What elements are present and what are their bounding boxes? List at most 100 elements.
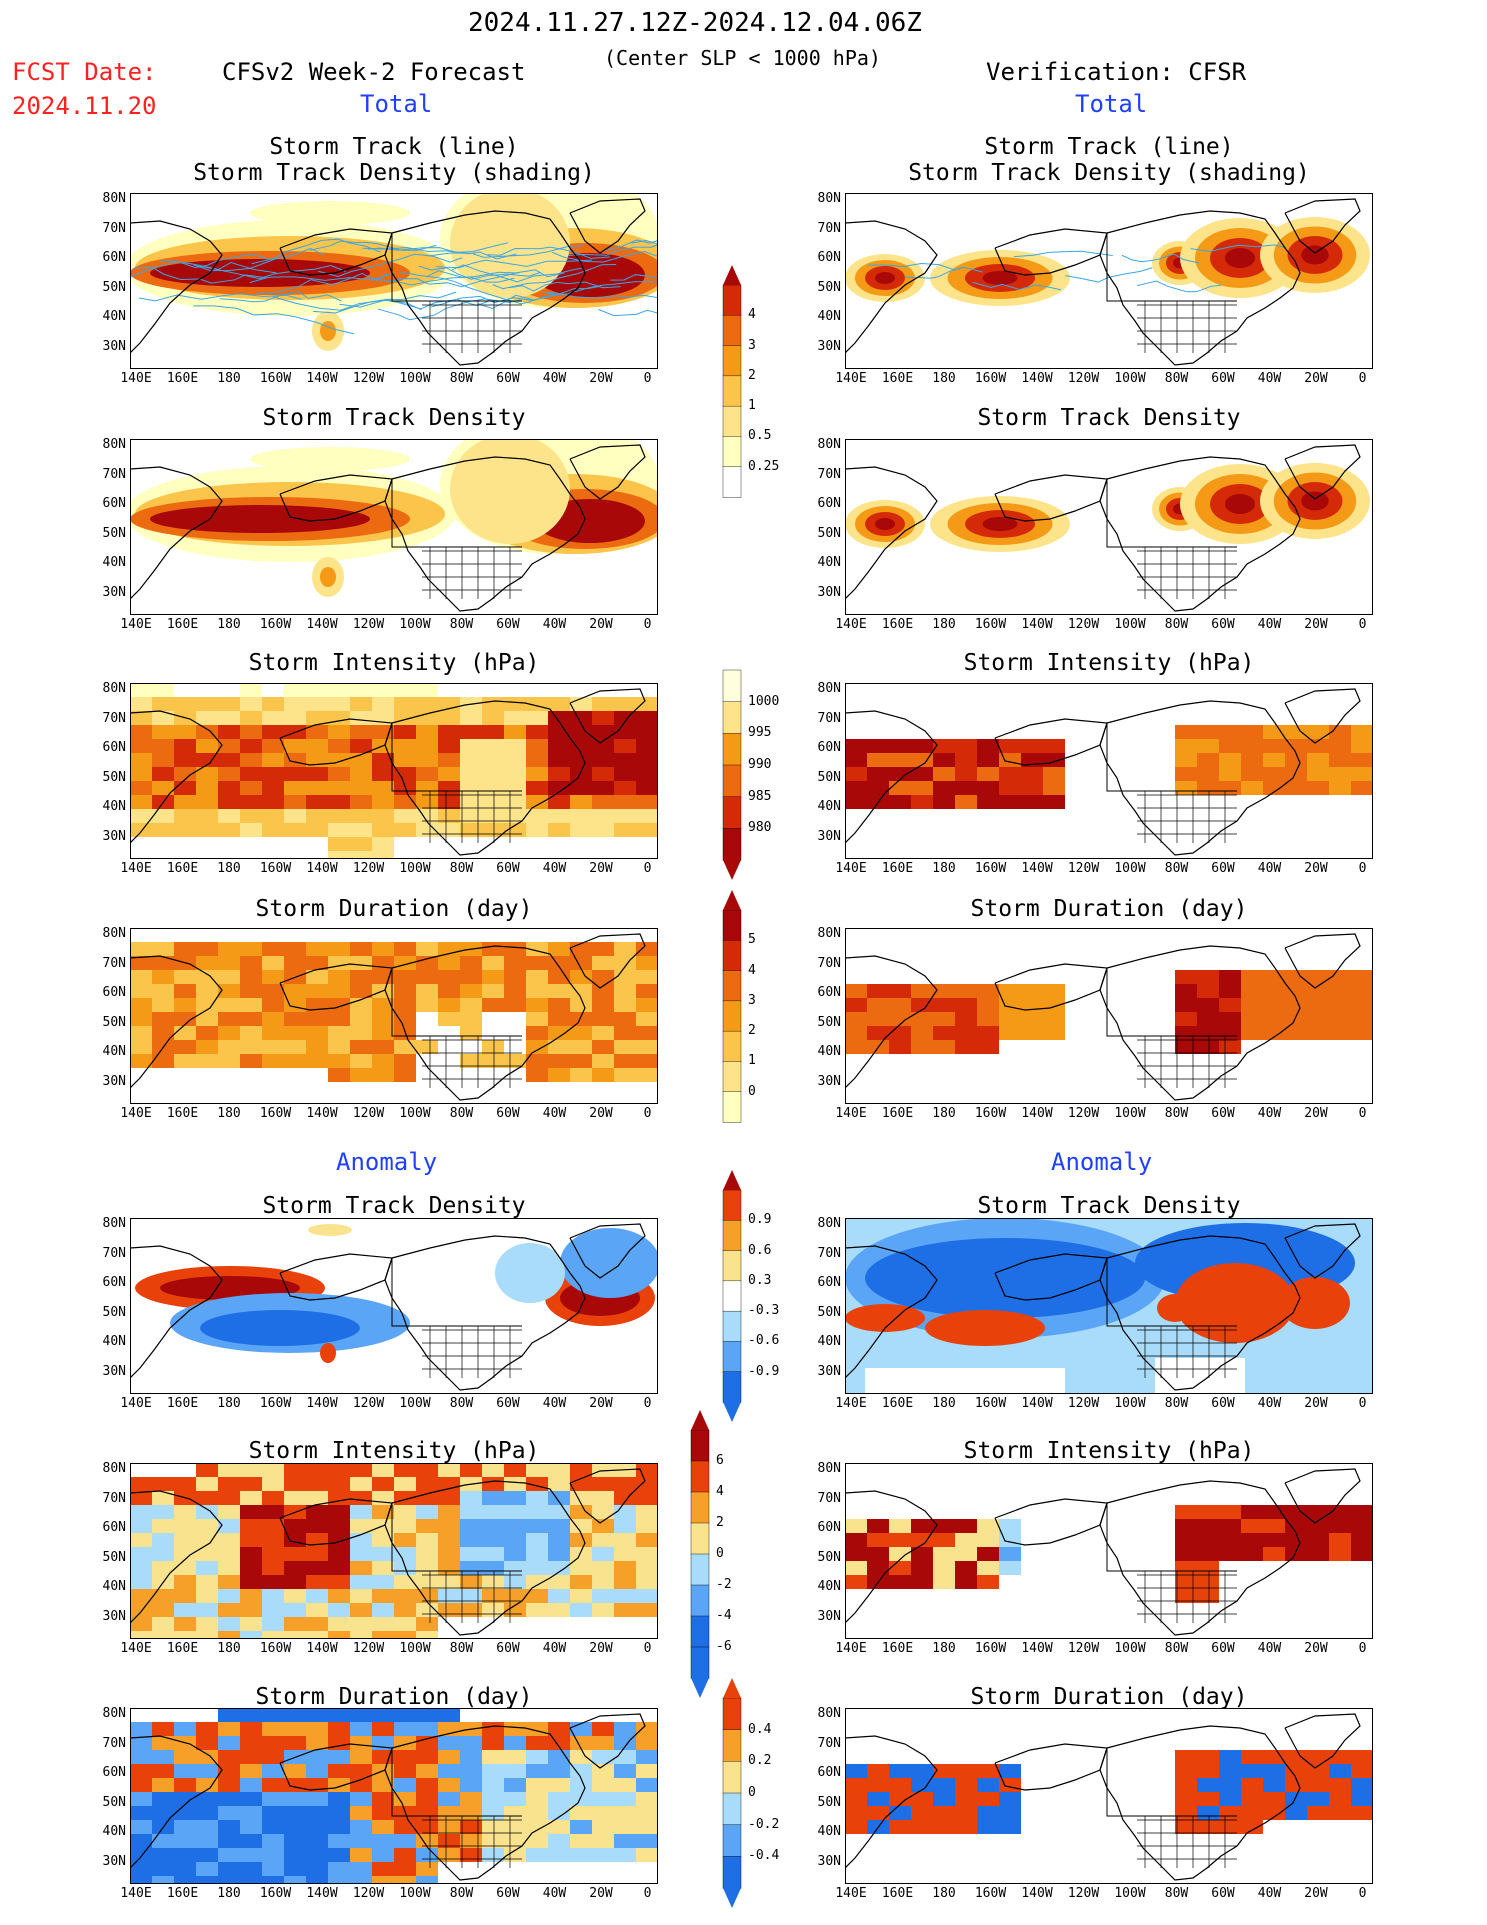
lat-tick-label: 50N (102, 769, 126, 785)
lon-tick-label: 20W (589, 1396, 613, 1411)
lat-tick-label: 40N (817, 1044, 841, 1059)
map-ver-duration (845, 928, 1373, 1104)
lon-tick-label: 120W (1067, 1886, 1100, 1901)
lon-tick-label: 100W (1114, 1886, 1146, 1901)
colorbar-duration-total-tick: 2 (748, 1023, 756, 1039)
lon-tick-label: 140E (120, 1396, 152, 1411)
lat-tick-label: 80N (102, 1461, 126, 1476)
colorbar-duration-total-tick: 3 (748, 992, 756, 1008)
lon-tick-label: 160E (881, 371, 914, 386)
lat-tick-label: 50N (817, 769, 841, 785)
colorbar-intensity-total-tick: 1000 (748, 693, 780, 709)
lon-tick-label: 0 (643, 1396, 652, 1411)
lon-tick-label: 100W (1114, 861, 1146, 876)
total-label-right: Total (1075, 90, 1148, 118)
lon-tick-label: 100W (399, 371, 431, 386)
map-ver-storm-track (845, 193, 1373, 369)
lon-tick-label: 40W (542, 617, 567, 632)
lon-tick-label: 0 (1358, 617, 1367, 632)
lat-tick-label: 70N (102, 1490, 126, 1506)
lon-tick-label: 0 (1358, 371, 1367, 386)
lon-tick-label: 20W (1304, 1396, 1328, 1411)
lon-tick-label: 0 (1358, 861, 1367, 876)
lon-tick-label: 180 (217, 1396, 241, 1411)
lon-tick-label: 80W (449, 1886, 474, 1901)
map-fcst-duration-anom-svg (130, 1708, 658, 1884)
lat-tick-label: 50N (102, 1304, 126, 1320)
lon-tick-label: 160W (974, 371, 1007, 386)
lat-tick-label: 50N (817, 1014, 841, 1030)
lat-tick-label: 30N (102, 828, 126, 844)
colorbar-density-total-tick: 0.5 (748, 428, 772, 444)
panel-title-intensity-right: Storm Intensity (hPa) (963, 650, 1255, 676)
lat-tick-label: 40N (817, 555, 841, 570)
lon-tick-label: 40W (542, 371, 567, 386)
lat-tick-label: 30N (817, 1363, 841, 1379)
lon-tick-label: 160E (166, 1396, 199, 1411)
lon-tick-label: 80W (1164, 617, 1189, 632)
colorbar-intensity-total-tick: 980 (748, 820, 772, 836)
panel-title-duration-right: Storm Duration (day) (970, 896, 1248, 922)
lon-tick-label: 0 (643, 861, 652, 876)
lon-tick-label: 180 (217, 1641, 241, 1656)
map-fcst-density-svg (130, 439, 658, 612)
lon-tick-label: 160W (974, 861, 1007, 876)
lon-tick-label: 60W (1211, 617, 1235, 632)
lat-tick-label: 40N (817, 799, 841, 814)
lat-tick-label: 50N (817, 1549, 841, 1565)
lat-tick-label: 30N (817, 584, 841, 600)
lon-tick-label: 140E (835, 1396, 867, 1411)
map-ver-duration-anom-svg (845, 1713, 1373, 1881)
lon-tick-label: 140W (306, 1886, 338, 1901)
lon-tick-label: 160W (259, 371, 292, 386)
lon-tick-label: 140E (835, 371, 867, 386)
lon-tick-label: 180 (932, 1396, 956, 1411)
map-fcst-intensity-svg (130, 683, 658, 859)
lat-tick-label: 60N (102, 1765, 126, 1780)
lon-tick-label: 140E (835, 1641, 867, 1656)
lon-tick-label: 120W (352, 861, 385, 876)
lon-tick-label: 160E (166, 1886, 199, 1901)
lon-tick-label: 140W (1021, 1106, 1053, 1121)
colorbar-duration-total-tick: 4 (748, 962, 756, 978)
map-ver-duration-anom (845, 1708, 1373, 1884)
lon-tick-label: 40W (1257, 617, 1282, 632)
lon-tick-label: 40W (1257, 1641, 1282, 1656)
lon-tick-label: 60W (1211, 1641, 1235, 1656)
lat-tick-label: 60N (817, 1520, 841, 1535)
lat-tick-label: 40N (817, 1579, 841, 1594)
lon-tick-label: 160W (974, 1106, 1007, 1121)
panel-title-density-anom-left: Storm Track Density (262, 1193, 526, 1219)
colorbar-density-total-tick: 2 (748, 367, 756, 383)
map-ver-storm-track-svg (845, 198, 1370, 366)
lon-tick-label: 20W (589, 1886, 613, 1901)
lon-tick-label: 60W (496, 617, 520, 632)
lat-tick-label: 60N (102, 250, 126, 265)
lon-tick-label: 20W (1304, 1106, 1328, 1121)
lon-tick-label: 100W (1114, 617, 1146, 632)
lon-tick-label: 140E (120, 371, 152, 386)
anomaly-label-right: Anomaly (1051, 1148, 1153, 1176)
lon-tick-label: 160E (166, 1641, 199, 1656)
lon-tick-label: 60W (1211, 1886, 1235, 1901)
lon-tick-label: 80W (1164, 1396, 1189, 1411)
map-ver-density (845, 439, 1373, 615)
lon-tick-label: 120W (352, 371, 385, 386)
lat-tick-label: 40N (102, 309, 126, 324)
lon-tick-label: 100W (399, 1106, 431, 1121)
lat-tick-label: 30N (817, 1073, 841, 1089)
colorbar-duration-total-tick: 0 (748, 1083, 756, 1099)
lat-tick-label: 40N (102, 1334, 126, 1349)
lon-tick-label: 140W (1021, 371, 1053, 386)
lon-tick-label: 0 (643, 371, 652, 386)
lon-tick-label: 20W (1304, 617, 1328, 632)
lat-tick-label: 30N (817, 338, 841, 354)
lon-tick-label: 140E (120, 861, 152, 876)
lon-tick-label: 80W (449, 1641, 474, 1656)
lon-tick-label: 180 (217, 861, 241, 876)
lon-tick-label: 140W (306, 371, 338, 386)
panel-title-density-anom-right: Storm Track Density (977, 1193, 1241, 1219)
map-fcst-storm-track-svg (130, 193, 658, 366)
lon-tick-label: 160E (881, 1886, 914, 1901)
lon-tick-label: 80W (1164, 1106, 1189, 1121)
